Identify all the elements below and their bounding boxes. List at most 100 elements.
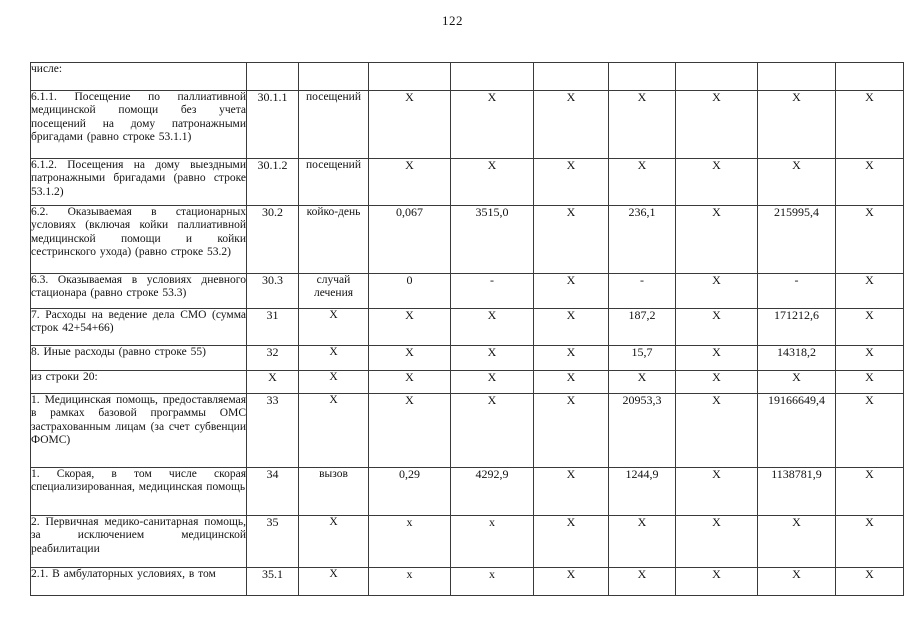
row-label-cell: 1. Скорая, в том числе скорая специализи… (30, 467, 247, 516)
row-value-cell (368, 62, 451, 91)
row-value-cell: X (675, 158, 758, 206)
row-value-cell: 4292,9 (450, 467, 534, 516)
table-row: 1. Скорая, в том числе скорая специализи… (30, 467, 904, 516)
row-value-cell: X (675, 515, 758, 568)
row-value-cell: X (533, 370, 609, 394)
row-code-cell: 33 (246, 393, 299, 468)
row-unit-cell: X (298, 308, 369, 346)
row-value-cell: X (675, 205, 758, 274)
table-row: 6.1.2. Посещения на дому выездными патро… (30, 158, 904, 206)
row-unit-cell: посещений (298, 158, 369, 206)
row-unit-cell: X (298, 345, 369, 371)
row-code-cell: 30.2 (246, 205, 299, 274)
row-value-cell: 215995,4 (757, 205, 836, 274)
row-value-cell: X (675, 567, 758, 596)
row-value-cell: X (835, 205, 904, 274)
row-value-cell: 236,1 (608, 205, 676, 274)
row-value-cell: X (533, 515, 609, 568)
row-value-cell: X (675, 90, 758, 159)
row-value-cell: X (675, 393, 758, 468)
table-row: 2. Первичная медико-санитарная помощь, з… (30, 515, 904, 568)
table-row: 1. Медицинская помощь, предоставляемая в… (30, 393, 904, 468)
row-unit-cell: вызов (298, 467, 369, 516)
row-value-cell (608, 62, 676, 91)
row-value-cell: X (450, 345, 534, 371)
row-value-cell: X (835, 158, 904, 206)
row-value-cell: X (608, 515, 676, 568)
row-code-cell: 32 (246, 345, 299, 371)
table-row: 2.1. В амбулаторных условиях, в том 35.1 X… (30, 567, 904, 596)
row-value-cell (675, 62, 758, 91)
row-code-cell: 31 (246, 308, 299, 346)
row-unit-cell (298, 62, 369, 91)
row-value-cell: 20953,3 (608, 393, 676, 468)
row-value-cell: 14318,2 (757, 345, 836, 371)
row-value-cell: 1244,9 (608, 467, 676, 516)
row-value-cell: X (450, 370, 534, 394)
row-code-cell: X (246, 370, 299, 394)
table-row: из строки 20: X X X X X X X X X (30, 370, 904, 394)
row-value-cell: X (835, 393, 904, 468)
row-value-cell: X (757, 370, 836, 394)
row-value-cell: x (450, 515, 534, 568)
row-label-cell: числе: (30, 62, 247, 91)
row-value-cell: X (757, 567, 836, 596)
table-row: 6.3. Оказываемая в условиях дневного ста… (30, 273, 904, 309)
row-code-cell: 34 (246, 467, 299, 516)
table-row: 6.2. Оказываемая в стационарных условиях… (30, 205, 904, 274)
row-value-cell (757, 62, 836, 91)
row-code-cell: 30.3 (246, 273, 299, 309)
report-table: числе: 6.1.1. Посещение по паллиативной м… (30, 62, 904, 596)
row-value-cell: X (533, 205, 609, 274)
row-label-cell: 6.3. Оказываемая в условиях дневного ста… (30, 273, 247, 309)
row-value-cell: X (675, 308, 758, 346)
row-value-cell: X (533, 567, 609, 596)
row-value-cell (450, 62, 534, 91)
table-row: 7. Расходы на ведение дела СМО (сумма ст… (30, 308, 904, 346)
row-unit-cell: койко-день (298, 205, 369, 274)
row-code-cell (246, 62, 299, 91)
row-label-cell: 6.1.1. Посещение по паллиативной медицин… (30, 90, 247, 159)
row-label-cell: 7. Расходы на ведение дела СМО (сумма ст… (30, 308, 247, 346)
row-value-cell: X (675, 273, 758, 309)
row-code-cell: 35.1 (246, 567, 299, 596)
row-value-cell: X (835, 370, 904, 394)
row-value-cell: X (835, 467, 904, 516)
row-value-cell: 0,29 (368, 467, 451, 516)
row-value-cell: X (757, 90, 836, 159)
row-value-cell: X (608, 90, 676, 159)
page-number: 122 (442, 13, 463, 28)
table-row: числе: (30, 62, 904, 91)
row-unit-cell: X (298, 370, 369, 394)
row-value-cell: 187,2 (608, 308, 676, 346)
row-value-cell: x (450, 567, 534, 596)
row-value-cell: X (835, 90, 904, 159)
row-value-cell: x (368, 567, 451, 596)
row-unit-cell: X (298, 515, 369, 568)
row-value-cell: X (368, 345, 451, 371)
row-value-cell: X (368, 158, 451, 206)
row-label-cell: 6.2. Оказываемая в стационарных условиях… (30, 205, 247, 274)
row-value-cell (533, 62, 609, 91)
row-value-cell: X (368, 90, 451, 159)
row-value-cell: X (450, 393, 534, 468)
row-value-cell: 0,067 (368, 205, 451, 274)
row-unit-cell: посещений (298, 90, 369, 159)
row-code-cell: 30.1.1 (246, 90, 299, 159)
row-unit-cell: X (298, 567, 369, 596)
row-value-cell: X (533, 467, 609, 516)
row-code-cell: 35 (246, 515, 299, 568)
row-value-cell: X (757, 515, 836, 568)
row-value-cell (835, 62, 904, 91)
row-value-cell: X (835, 515, 904, 568)
row-value-cell: X (533, 158, 609, 206)
row-value-cell: 171212,6 (757, 308, 836, 346)
row-value-cell: X (835, 345, 904, 371)
row-value-cell: X (533, 90, 609, 159)
row-value-cell: 15,7 (608, 345, 676, 371)
row-value-cell: X (450, 308, 534, 346)
row-value-cell: X (368, 393, 451, 468)
row-value-cell: X (757, 158, 836, 206)
row-value-cell: 1138781,9 (757, 467, 836, 516)
row-value-cell: X (608, 158, 676, 206)
